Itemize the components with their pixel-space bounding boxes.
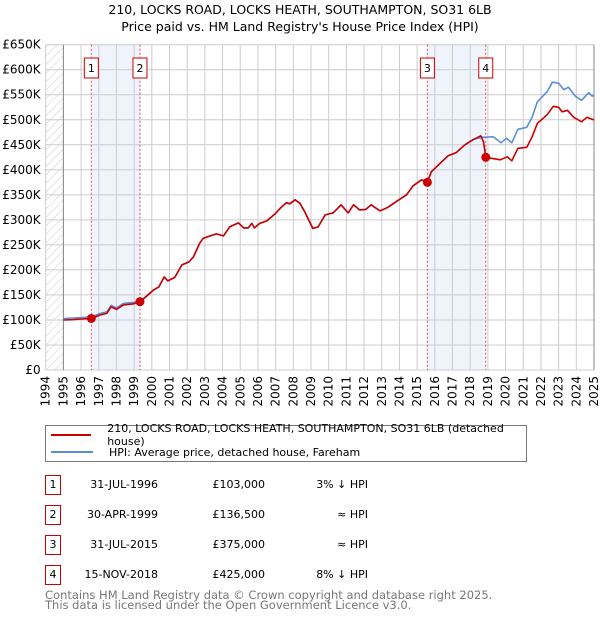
x-tick-label: 2016 [428,376,442,407]
transaction-hpi-comparison: 3% ↓ HPI [316,478,368,491]
transaction-price: £136,500 [212,508,266,521]
x-tick-label: 2001 [163,376,177,407]
x-tick-label: 2015 [410,376,424,407]
x-tick-label: 2025 [587,376,600,407]
sale-2-label-box [132,57,148,79]
legend-label-property: 210, LOCKS ROAD, LOCKS HEATH, SOUTHAMPTO… [107,422,504,448]
transaction-price: £425,000 [212,568,266,581]
price-chart: 1994 1995 1996 1997 1998 1999 2000 2001 2002 2003… [2,38,600,407]
transaction-hpi-comparison: 8% ↓ HPI [316,568,368,581]
transaction-number: 2 [45,505,61,525]
x-tick-label: 2003 [198,376,212,407]
x-tick-label: 1998 [109,376,123,407]
y-tick-label: £400K [2,163,42,177]
transaction-date: 31-JUL-1996 [90,478,158,491]
x-tick-label: 2021 [516,376,530,407]
transaction-row: 2 30-APR-1999 £136,500 ≈ HPI [0,505,600,525]
sale-1-point [86,313,96,323]
y-tick-label: £200K [2,263,42,277]
legend-item-property: 210, LOCKS ROAD, LOCKS HEATH, SOUTHAMPTO… [46,422,526,448]
transaction-date: 30-APR-1999 [86,508,158,521]
x-tick-label: 2020 [499,376,513,407]
transaction-row: 4 15-NOV-2018 £425,000 8% ↓ HPI [0,565,600,585]
x-tick-label: 2017 [446,376,460,407]
x-tick-label: 1994 [39,376,53,407]
x-tick-label: 2005 [233,376,247,407]
y-tick-label: £450K [2,138,42,152]
hpi-line-swatch [51,451,93,453]
chart-title-line1: 210, LOCKS ROAD, LOCKS HEATH, SOUTHAMPTO… [108,2,492,17]
sale-4-label: 4 [482,62,489,75]
x-tick-label: 2008 [286,376,300,407]
x-tick-label: 2011 [339,376,353,407]
y-tick-label: £550K [2,88,42,102]
x-tick-label: 2024 [569,376,583,407]
footer-copyright: Contains HM Land Registry data © Crown c… [45,588,493,602]
x-tick-label: 1995 [56,376,70,407]
x-tick-label: 2007 [269,376,283,407]
property-series-line [63,105,595,321]
x-tick-label: 1996 [74,376,88,407]
sale-4-point [481,152,491,162]
property-line-swatch [51,434,92,436]
x-tick-label: 2004 [216,376,230,407]
sale-3-label: 3 [424,62,431,75]
transaction-hpi-comparison: ≈ HPI [337,508,368,521]
y-tick-label: £250K [2,238,42,252]
transaction-number: 4 [45,565,61,585]
sale-4-label-box [478,57,494,79]
x-tick-label: 2012 [357,376,371,407]
chart-title-line2: Price paid vs. HM Land Registry's House … [121,19,479,34]
transaction-row: 1 31-JUL-1996 £103,000 3% ↓ HPI [0,475,600,495]
legend-label-hpi: HPI: Average price, detached house, Fare… [109,445,361,459]
y-tick-label: £100K [2,313,42,327]
y-tick-label: £600K [2,63,42,77]
legend: 210, LOCKS ROAD, LOCKS HEATH, SOUTHAMPTO… [45,422,527,462]
transaction-hpi-comparison: ≈ HPI [337,538,368,551]
transaction-date: 15-NOV-2018 [84,568,158,581]
x-tick-label: 2006 [251,376,265,407]
x-tick-label: 2009 [304,376,318,407]
x-tick-label: 2010 [322,376,336,407]
sale-2-label: 2 [136,62,143,75]
x-tick-label: 2002 [180,376,194,407]
x-tick-label: 2018 [463,376,477,407]
sale-1-label-box [83,57,99,79]
y-tick-label: £500K [2,113,42,127]
x-tick-label: 1999 [127,376,141,407]
transaction-price: £375,000 [212,538,266,551]
x-tick-label: 2023 [552,376,566,407]
ownership-band [427,44,486,370]
x-tick-label: 1997 [92,376,106,407]
x-tick-label: 2019 [481,376,495,407]
x-tick-label: 2022 [534,376,548,407]
transaction-number: 3 [45,535,61,555]
x-tick-label: 2014 [392,376,406,407]
y-tick-label: £350K [2,188,42,202]
transaction-row: 3 31-JUL-2015 £375,000 ≈ HPI [0,535,600,555]
sale-1-label: 1 [88,62,95,75]
pre-data-hatched-region [45,44,64,370]
x-tick-label: 2000 [145,376,159,407]
transaction-price: £103,000 [212,478,266,491]
y-tick-label: £150K [2,288,42,302]
y-tick-label: £650K [2,38,42,52]
y-tick-label: £300K [2,213,42,227]
y-tick-label: £50K [10,338,42,352]
sale-2-point [135,297,145,307]
sale-3-label-box [419,57,435,79]
sale-3-point [422,177,432,187]
transaction-number: 1 [45,475,61,495]
footer-licence: This data is licensed under the Open Gov… [45,598,412,612]
y-tick-label: £0 [25,363,40,377]
legend-item-hpi: HPI: Average price, detached house, Fare… [46,444,360,460]
x-tick-label: 2013 [375,376,389,407]
transaction-date: 31-JUL-2015 [90,538,158,551]
